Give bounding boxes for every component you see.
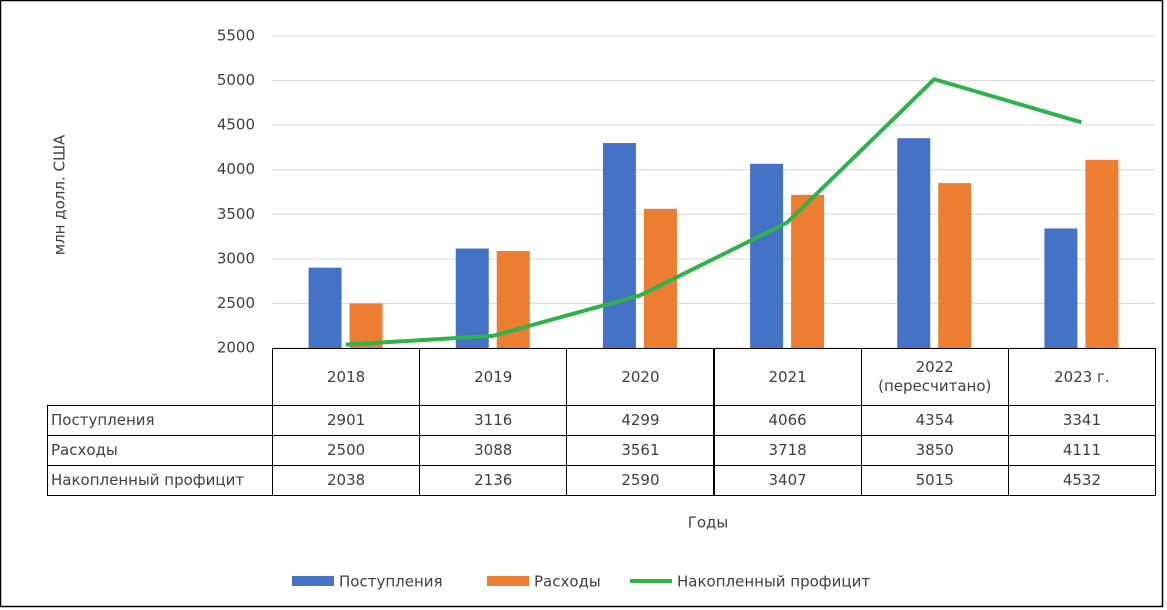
bar xyxy=(938,183,972,348)
table-cell: 5015 xyxy=(860,465,1009,496)
y-tick-label: 2000 xyxy=(217,339,255,357)
table-cell: 3850 xyxy=(860,435,1009,466)
table-cell: 3407 xyxy=(713,465,862,496)
table-cell: 2901 xyxy=(272,405,421,436)
table-header-cell: 2019 xyxy=(419,348,568,406)
table-row-label: Поступления xyxy=(47,405,273,436)
table-cell: 3718 xyxy=(713,435,862,466)
bar xyxy=(602,143,636,348)
table-cell: 4299 xyxy=(566,405,715,436)
table-cell: 4354 xyxy=(860,405,1009,436)
legend-label: Расходы xyxy=(534,573,601,591)
table-header-cell: 2023 г. xyxy=(1007,348,1156,406)
y-tick-label: 4500 xyxy=(217,116,255,134)
table-cell: 3561 xyxy=(566,435,715,466)
y-axis-title: млн долл. США xyxy=(51,134,69,255)
legend-label: Поступления xyxy=(339,573,443,591)
y-tick-label: 5500 xyxy=(217,27,255,45)
legend-label: Накопленный профицит xyxy=(677,573,870,591)
table-cell: 2038 xyxy=(272,465,421,496)
table-cell: 4111 xyxy=(1007,435,1156,466)
table-header-cell: 2018 xyxy=(272,348,421,406)
table-header-cell: 2021 xyxy=(713,348,862,406)
legend-swatch xyxy=(487,576,529,586)
y-tick-label: 5000 xyxy=(217,71,255,89)
bar xyxy=(1085,159,1119,348)
bar xyxy=(349,303,383,348)
table-cell: 3088 xyxy=(419,435,568,466)
y-tick-label: 3000 xyxy=(217,249,255,267)
bar xyxy=(308,267,342,348)
x-axis-title: Годы xyxy=(688,514,729,532)
table-cell: 2136 xyxy=(419,465,568,496)
y-tick-label: 4000 xyxy=(217,160,255,178)
legend-swatch xyxy=(292,576,334,586)
table-cell: 2590 xyxy=(566,465,715,496)
bar xyxy=(455,248,489,348)
table-cell: 2500 xyxy=(272,435,421,466)
table-cell: 4066 xyxy=(713,405,862,436)
table-header-cell: 2020 xyxy=(566,348,715,406)
table-header-cell: 2022 (пересчитано) xyxy=(860,348,1009,406)
table-cell: 4532 xyxy=(1007,465,1156,496)
bar xyxy=(897,138,931,348)
table-cell: 3116 xyxy=(419,405,568,436)
table-row-label: Расходы xyxy=(47,435,273,466)
bar xyxy=(750,163,784,348)
table-row-label: Накопленный профицит xyxy=(47,465,273,496)
line-series xyxy=(345,77,1082,347)
y-tick-label: 3500 xyxy=(217,205,255,223)
table-cell: 3341 xyxy=(1007,405,1156,436)
y-tick-label: 2500 xyxy=(217,294,255,312)
bar xyxy=(791,194,825,348)
bar xyxy=(1044,228,1078,348)
